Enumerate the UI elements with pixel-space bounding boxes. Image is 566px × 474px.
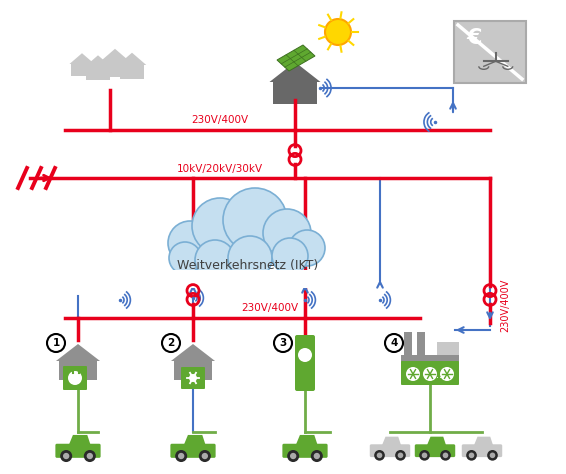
FancyBboxPatch shape <box>462 444 502 457</box>
FancyBboxPatch shape <box>63 366 87 390</box>
Text: 230V/400V: 230V/400V <box>242 303 298 313</box>
Circle shape <box>87 453 93 459</box>
Polygon shape <box>71 64 93 76</box>
FancyBboxPatch shape <box>282 444 328 458</box>
Polygon shape <box>119 65 144 79</box>
Polygon shape <box>184 435 205 445</box>
Polygon shape <box>102 62 128 76</box>
Circle shape <box>199 450 211 462</box>
Circle shape <box>466 450 477 461</box>
Polygon shape <box>273 82 317 104</box>
Text: 230V/400V: 230V/400V <box>191 115 248 125</box>
Circle shape <box>419 450 430 461</box>
Circle shape <box>223 188 287 252</box>
Polygon shape <box>437 342 459 355</box>
Circle shape <box>189 374 197 382</box>
Circle shape <box>395 450 406 461</box>
Circle shape <box>298 348 312 362</box>
Circle shape <box>314 453 320 459</box>
FancyBboxPatch shape <box>415 444 455 457</box>
Circle shape <box>398 453 404 458</box>
Text: Weitverkehrsnetz (IKT): Weitverkehrsnetz (IKT) <box>177 259 319 273</box>
Polygon shape <box>56 344 100 361</box>
Circle shape <box>60 450 72 462</box>
Circle shape <box>374 450 385 461</box>
Polygon shape <box>417 332 425 355</box>
Text: 1: 1 <box>53 338 59 348</box>
Circle shape <box>263 209 311 257</box>
Circle shape <box>228 236 272 280</box>
Circle shape <box>440 450 451 461</box>
Circle shape <box>377 453 382 458</box>
Circle shape <box>440 367 454 381</box>
Polygon shape <box>269 62 320 82</box>
Polygon shape <box>277 45 315 71</box>
Circle shape <box>169 242 201 274</box>
FancyBboxPatch shape <box>55 444 101 458</box>
Circle shape <box>287 450 299 462</box>
Text: 10kV/20kV/30kV: 10kV/20kV/30kV <box>177 164 263 174</box>
FancyBboxPatch shape <box>370 444 410 457</box>
Circle shape <box>84 450 96 462</box>
FancyBboxPatch shape <box>170 444 216 458</box>
Circle shape <box>168 221 212 265</box>
Polygon shape <box>86 67 110 80</box>
Circle shape <box>406 367 420 381</box>
Polygon shape <box>474 437 493 446</box>
Polygon shape <box>171 344 215 361</box>
Polygon shape <box>100 49 130 62</box>
Text: 2: 2 <box>168 338 175 348</box>
Circle shape <box>443 453 448 458</box>
Text: €: € <box>466 28 482 48</box>
Polygon shape <box>118 53 146 65</box>
Circle shape <box>290 453 297 459</box>
Polygon shape <box>427 437 446 446</box>
Polygon shape <box>165 270 325 288</box>
Polygon shape <box>174 361 212 380</box>
Circle shape <box>192 198 248 254</box>
Text: 230V/400V: 230V/400V <box>500 278 510 332</box>
Circle shape <box>325 19 351 45</box>
FancyBboxPatch shape <box>181 367 205 389</box>
Polygon shape <box>68 435 91 445</box>
Circle shape <box>47 334 65 352</box>
Circle shape <box>178 453 185 459</box>
FancyBboxPatch shape <box>454 21 526 83</box>
Circle shape <box>289 230 325 266</box>
Polygon shape <box>70 53 95 64</box>
Polygon shape <box>59 361 97 380</box>
Circle shape <box>311 450 323 462</box>
Polygon shape <box>381 437 401 446</box>
Circle shape <box>423 367 437 381</box>
Text: ...: ... <box>434 370 443 380</box>
Circle shape <box>274 334 292 352</box>
Circle shape <box>63 453 70 459</box>
Circle shape <box>272 238 308 274</box>
Polygon shape <box>84 55 112 67</box>
Polygon shape <box>295 435 318 445</box>
Polygon shape <box>401 355 459 380</box>
FancyBboxPatch shape <box>295 335 315 391</box>
Text: 3: 3 <box>280 338 286 348</box>
Circle shape <box>68 371 82 385</box>
Text: 4: 4 <box>391 338 398 348</box>
Circle shape <box>469 453 474 458</box>
Circle shape <box>490 453 495 458</box>
Circle shape <box>162 334 180 352</box>
Circle shape <box>422 453 427 458</box>
Circle shape <box>487 450 498 461</box>
Circle shape <box>195 240 235 280</box>
FancyBboxPatch shape <box>401 361 459 385</box>
Polygon shape <box>404 332 412 355</box>
Circle shape <box>175 450 187 462</box>
Circle shape <box>201 453 208 459</box>
Circle shape <box>385 334 403 352</box>
